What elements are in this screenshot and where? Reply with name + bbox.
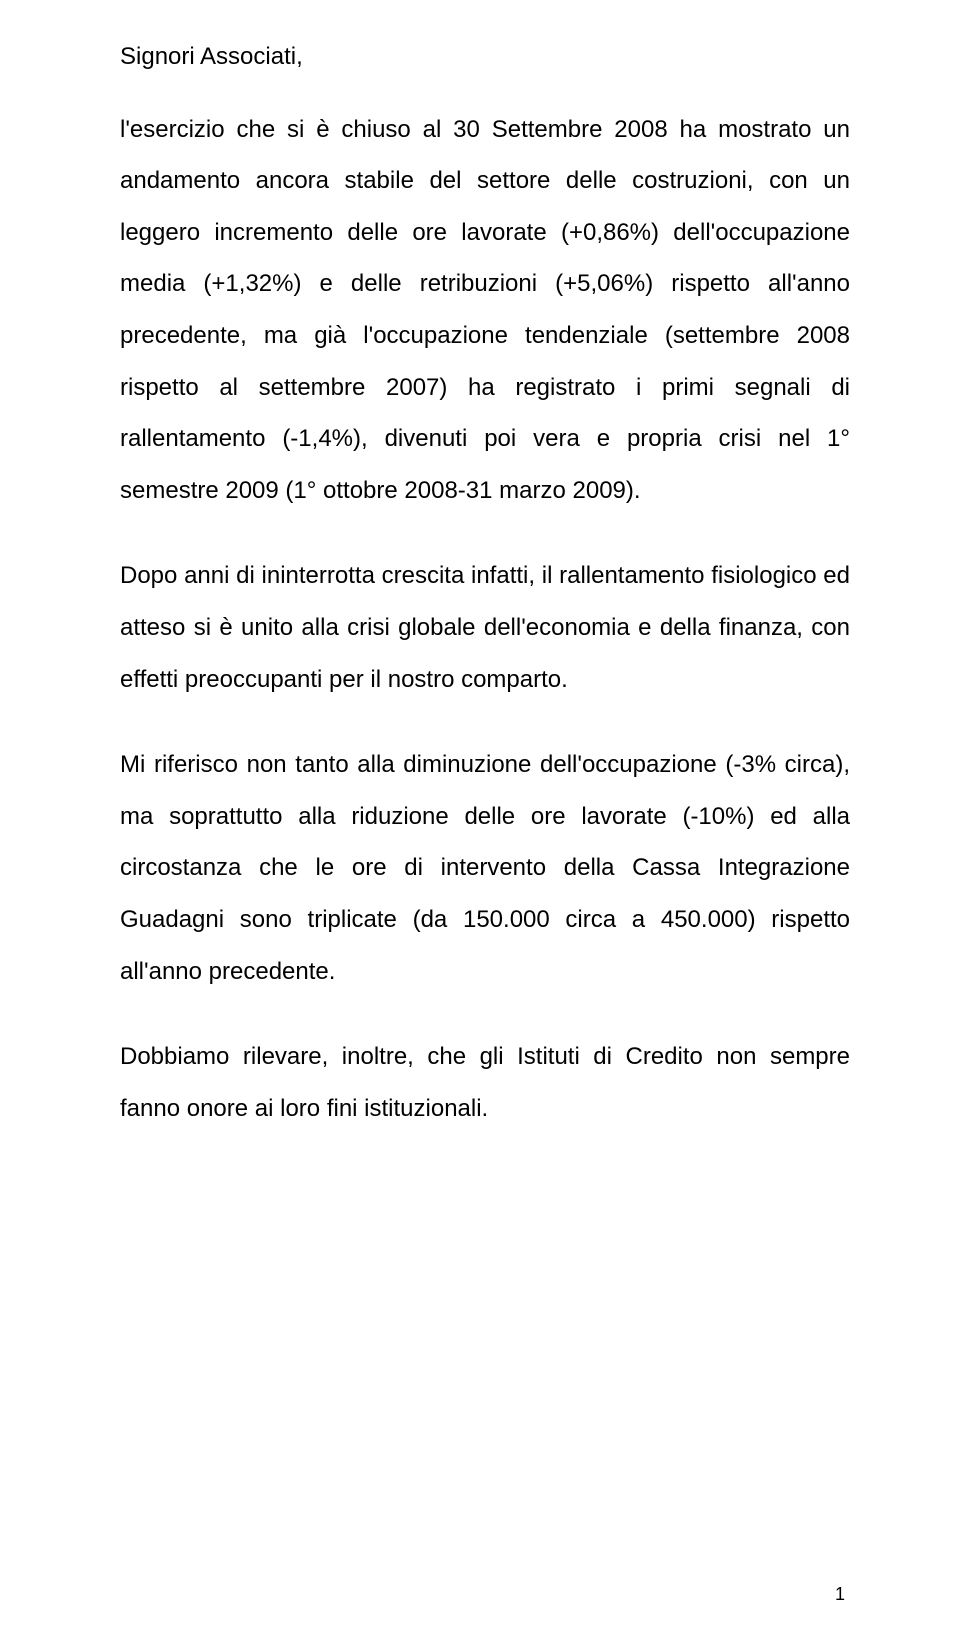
body-paragraph: Mi riferisco non tanto alla diminuzione …: [120, 739, 850, 997]
document-page: Signori Associati, l'esercizio che si è …: [0, 0, 960, 1635]
page-number: 1: [835, 1584, 845, 1605]
body-paragraph: l'esercizio che si è chiuso al 30 Settem…: [120, 104, 850, 517]
body-paragraph: Dobbiamo rilevare, inoltre, che gli Isti…: [120, 1031, 850, 1134]
body-paragraph: Dopo anni di ininterrotta crescita infat…: [120, 550, 850, 705]
greeting-line: Signori Associati,: [120, 40, 850, 74]
